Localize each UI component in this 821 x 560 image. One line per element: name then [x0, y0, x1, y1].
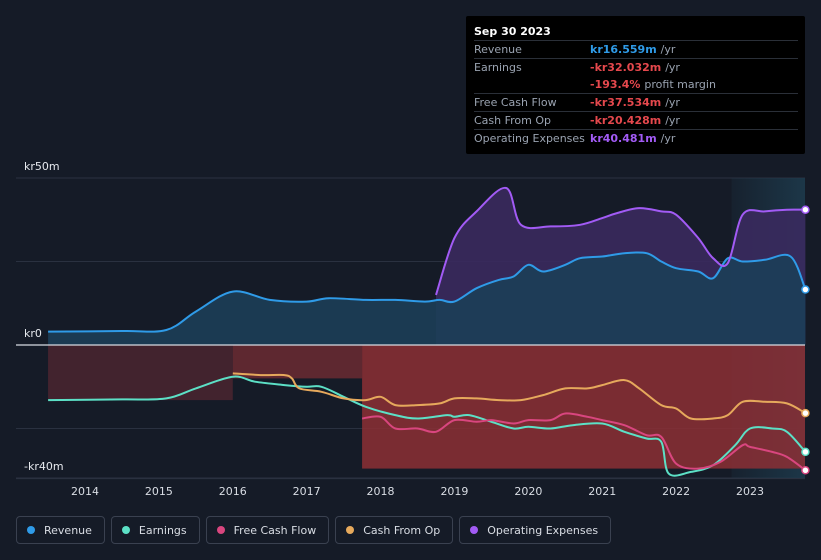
tooltip-row: Revenue kr16.559m/yr	[474, 40, 798, 58]
legend-item-revenue[interactable]: Revenue	[16, 516, 105, 544]
tooltip-row: Cash From Op -kr20.428m/yr	[474, 111, 798, 129]
tooltip-row-value: kr16.559m	[590, 43, 657, 56]
legend-item-operating-expenses[interactable]: Operating Expenses	[459, 516, 612, 544]
x-tick-label: 2015	[145, 485, 173, 498]
tooltip-row-label	[474, 76, 590, 93]
tooltip-row-label: Operating Expenses	[474, 132, 585, 145]
tooltip-row-unit: /yr	[665, 114, 680, 127]
series-endpoint-operating-expenses	[801, 205, 810, 214]
area-revenue	[48, 252, 806, 345]
negative-bands	[48, 345, 805, 469]
y-axis-top-label: kr50m	[24, 160, 60, 173]
tooltip-row: -193.4% profit margin	[474, 76, 798, 93]
tooltip-row-value: -193.4%	[590, 78, 641, 91]
tooltip-row: Earnings -kr32.032m/yr	[474, 58, 798, 76]
legend-label: Free Cash Flow	[233, 523, 317, 537]
series-endpoint-cash-from-op	[801, 408, 810, 418]
tooltip-row-unit: /yr	[660, 132, 676, 145]
x-tick-label: 2019	[440, 485, 468, 498]
series-endpoint-free-cash-flow	[801, 466, 810, 475]
data-tooltip: Sep 30 2023 Revenue kr16.559m/yr Earnings -…	[466, 16, 805, 154]
negative-band	[362, 345, 805, 469]
x-tick-label: 2022	[662, 485, 690, 498]
series-endpoint-revenue	[801, 285, 810, 294]
tooltip-row-value: -kr20.428m	[590, 114, 662, 127]
legend-item-cash-from-op[interactable]: Cash From Op	[335, 516, 454, 544]
tooltip-row-unit: /yr	[665, 96, 680, 109]
tooltip-row-label: Cash From Op	[474, 114, 552, 127]
legend-label: Operating Expenses	[487, 523, 599, 537]
x-axis-ticks: 2014 2015 2016 2017 2018 2019 2020 2021 2022 2023	[71, 485, 764, 498]
x-tick-label: 2016	[219, 485, 247, 498]
tooltip-row-unit: /yr	[660, 43, 676, 56]
series-line-operating-expenses	[435, 186, 806, 296]
legend-label: Earnings	[138, 523, 187, 537]
legend-item-earnings[interactable]: Earnings	[110, 516, 200, 544]
legend-label: Revenue	[44, 523, 92, 537]
y-axis-zero-label: kr0	[24, 327, 42, 340]
negative-band	[48, 345, 233, 401]
x-tick-label: 2020	[514, 485, 542, 498]
tooltip-row: Operating Expenses kr40.481m/yr	[474, 129, 798, 147]
legend-label: Cash From Op	[363, 523, 441, 537]
tooltip-row-label: Free Cash Flow	[474, 96, 557, 109]
series-line-revenue	[48, 251, 807, 333]
legend-dot-icon	[470, 526, 479, 534]
legend-dot-icon	[27, 526, 35, 534]
tooltip-row-value: kr40.481m	[590, 132, 657, 145]
legend-dot-icon	[346, 526, 355, 534]
series-line-free-cash-flow	[361, 412, 806, 472]
x-tick-label: 2021	[588, 485, 616, 498]
tooltip-row-unit: profit margin	[644, 78, 716, 91]
legend-dot-icon	[121, 526, 130, 534]
tooltip-row-label: Revenue	[474, 43, 522, 56]
tooltip-row-unit: /yr	[665, 61, 680, 74]
x-tick-label: 2017	[293, 485, 321, 498]
series-endpoint-earnings	[801, 447, 810, 457]
tooltip-row-value: -kr37.534m	[590, 96, 662, 109]
y-axis-bottom-label: -kr40m	[24, 460, 64, 473]
tooltip-date: Sep 30 2023	[474, 25, 551, 38]
legend-item-free-cash-flow[interactable]: Free Cash Flow	[205, 516, 330, 544]
negative-band	[232, 345, 363, 379]
series-lines	[48, 186, 810, 477]
tooltip-row-label: Earnings	[474, 61, 522, 74]
x-tick-label: 2014	[71, 485, 99, 498]
tooltip-row: Free Cash Flow -kr37.534m/yr	[474, 93, 798, 111]
chart-legend: Revenue Earnings Free Cash Flow Cash From O…	[16, 516, 612, 544]
series-areas	[48, 187, 806, 345]
legend-dot-icon	[216, 526, 225, 534]
tooltip-row-value: -kr32.032m	[590, 61, 662, 74]
x-tick-label: 2018	[367, 485, 395, 498]
x-tick-label: 2023	[736, 485, 764, 498]
series-line-cash-from-op	[232, 372, 806, 421]
